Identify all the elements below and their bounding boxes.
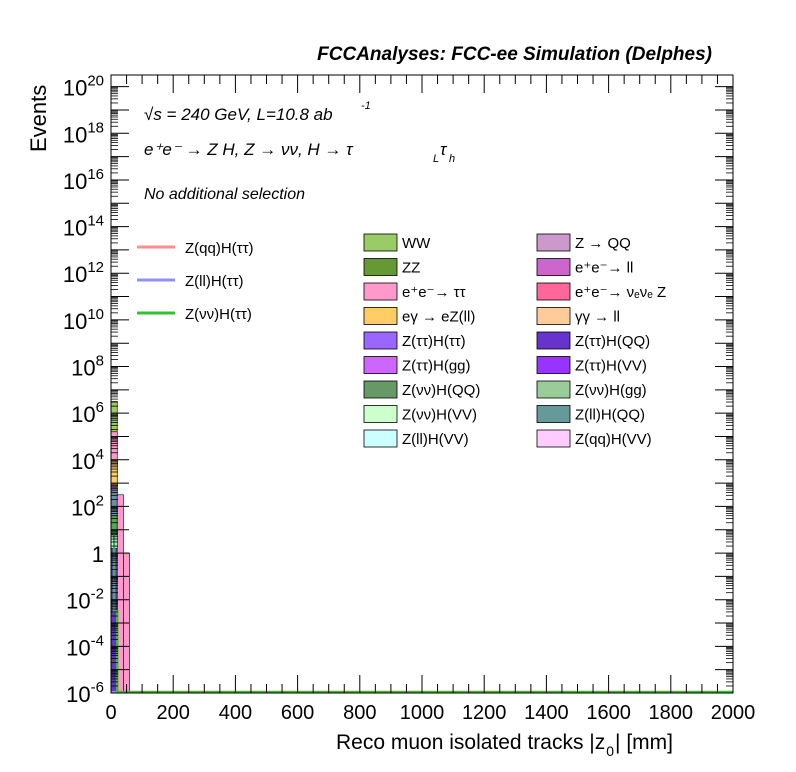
x-tick-label: 200 xyxy=(157,702,190,724)
legend-swatch xyxy=(363,356,398,374)
x-tick-label: 600 xyxy=(281,702,314,724)
x-axis-label-main: Reco muon isolated tracks |z xyxy=(336,731,605,754)
x-tick-label: 1400 xyxy=(524,702,569,724)
x-tick-label: 1200 xyxy=(462,702,507,724)
process-line: e⁺e⁻ → Z H, Z → νν, H → τ xyxy=(144,140,354,159)
x-tick-label: 2000 xyxy=(711,702,756,724)
y-axis-label: Events xyxy=(26,85,51,152)
legend-swatch xyxy=(363,405,398,423)
legend-label: Z(νν)H(QQ) xyxy=(402,382,480,399)
legend-signal-label: Z(νν)H(ττ) xyxy=(185,306,252,323)
y-tick-label: 10-4 xyxy=(66,632,104,660)
x-axis-label: Reco muon isolated tracks |z 0 | [mm] xyxy=(336,731,673,759)
energy-line: √s = 240 GeV, L=10.8 ab xyxy=(144,105,333,124)
legend-label: e⁺e⁻→ ll xyxy=(575,260,633,277)
legend-label: Z(νν)H(VV) xyxy=(402,407,477,424)
legend-swatch xyxy=(536,380,571,399)
legend-swatch xyxy=(536,233,571,252)
axes: 0 200 400 600 800 1000 1200 1400 1600 1800 2000 10-… xyxy=(63,73,755,724)
x-tick-label: 1800 xyxy=(649,702,694,724)
annotation-process: e⁺e⁻ → Z H, Z → νν, H → τ L τ h xyxy=(144,140,455,165)
legend-swatch xyxy=(536,356,571,374)
legend-label: Z(qq)H(VV) xyxy=(575,431,652,448)
chart-header: FCCAnalyses: FCC-ee Simulation (Delphes) xyxy=(317,44,712,65)
legend-label: Z(ττ)H(QQ) xyxy=(575,333,650,350)
y-tick-label: 10-2 xyxy=(66,586,104,614)
x-tick-label: 0 xyxy=(105,702,116,724)
legend-label: γγ → ll xyxy=(575,309,620,326)
legend-swatch xyxy=(536,405,571,423)
legend-swatch xyxy=(536,258,571,276)
legend-swatch xyxy=(363,258,398,276)
legend-label: Z(ττ)H(VV) xyxy=(575,358,647,375)
legend-signal-label: Z(ll)H(ττ) xyxy=(185,273,244,290)
legend-backgrounds: WW Z → QQ ZZ e⁺e⁻→ ll e⁺e⁻→ ττ e⁺e⁻→ νₑνₑ Z eγ… xyxy=(363,233,666,448)
annotation-selection: No additional selection xyxy=(144,186,305,203)
y-tick-label: 1 xyxy=(92,542,104,567)
y-tick-label: 1016 xyxy=(63,166,104,194)
y-tick-label: 104 xyxy=(71,446,104,474)
process-sub1: L xyxy=(433,153,439,165)
legend-label: Z → QQ xyxy=(575,235,631,252)
legend-label: Z(νν)H(gg) xyxy=(575,382,647,399)
x-tick-label: 800 xyxy=(343,702,376,724)
legend-swatch xyxy=(536,429,571,448)
legend-label: Z(ττ)H(gg) xyxy=(402,358,471,375)
legend-label: ZZ xyxy=(402,260,420,277)
y-tick-label: 106 xyxy=(71,399,104,427)
legend-label: Z(ll)H(QQ) xyxy=(575,407,645,424)
legend-label: eγ → eZ(ll) xyxy=(402,309,475,326)
annotation-energy: √s = 240 GeV, L=10.8 ab -1 xyxy=(144,100,371,124)
y-tick-label: 1014 xyxy=(63,213,104,241)
energy-sup: -1 xyxy=(361,100,371,112)
legend-swatch xyxy=(363,380,398,399)
x-tick-label: 400 xyxy=(219,702,252,724)
legend-signals: Z(qq)H(ττ) Z(ll)H(ττ) Z(νν)H(ττ) xyxy=(137,240,254,323)
y-tick-label: 108 xyxy=(71,353,104,381)
x-axis-label-sub: 0 xyxy=(606,743,614,759)
process-sub2: h xyxy=(449,153,455,165)
legend-swatch xyxy=(363,233,398,252)
legend-swatch xyxy=(363,331,398,350)
x-tick-label: 1600 xyxy=(586,702,631,724)
legend-swatch xyxy=(536,307,571,325)
y-tick-label: 102 xyxy=(71,492,104,520)
y-tick-label: 1018 xyxy=(63,119,104,147)
legend-signal-label: Z(qq)H(ττ) xyxy=(185,240,254,257)
y-tick-label: 10-6 xyxy=(66,679,104,707)
legend-swatch xyxy=(363,307,398,325)
y-tick-label: 1012 xyxy=(63,259,104,287)
x-tick-label: 1000 xyxy=(400,702,445,724)
signal-lines xyxy=(111,491,733,694)
legend-label: Z(ll)H(VV) xyxy=(402,431,469,448)
process-tau2: τ xyxy=(440,140,448,159)
y-tick-label: 1010 xyxy=(63,306,104,334)
legend-label: e⁺e⁻→ ττ xyxy=(402,284,466,301)
legend-label: Z(ττ)H(ττ) xyxy=(402,333,466,350)
legend-swatch xyxy=(536,282,571,301)
legend-label: e⁺e⁻→ νₑνₑ Z xyxy=(575,284,666,301)
legend-label: WW xyxy=(402,235,431,252)
legend-swatch xyxy=(363,282,398,301)
signal-line xyxy=(111,491,733,694)
legend-swatch xyxy=(363,429,398,448)
legend-swatch xyxy=(536,331,571,350)
y-tick-label: 1020 xyxy=(63,73,104,101)
x-axis-label-tail: | [mm] xyxy=(615,731,673,754)
